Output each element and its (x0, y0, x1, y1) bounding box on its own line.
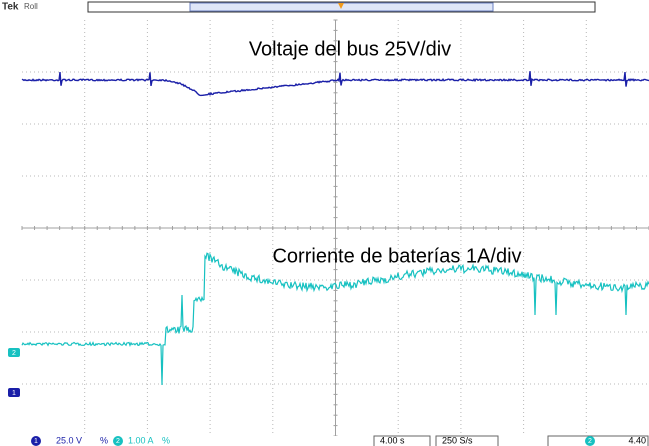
ch2-trace (21, 252, 649, 386)
timebase: 4.00 s (380, 435, 405, 445)
ch1-coupling: % (100, 435, 108, 445)
ch2-marker (8, 348, 20, 357)
trigger-source-badge (585, 436, 595, 446)
ch2-badge (113, 436, 123, 446)
trigger-box (547, 435, 649, 446)
ch1-trace (21, 71, 649, 97)
ch2-scale: 1.00 A (128, 435, 154, 445)
mode: Roll (24, 2, 38, 11)
ch2-coupling: % (162, 435, 170, 445)
trigger-marker (338, 3, 344, 9)
readout-bar (0, 436, 649, 446)
timebase-box (373, 435, 431, 446)
annotation: Corriente de baterías 1A/div (272, 245, 521, 267)
brand: Tek (2, 2, 19, 13)
ch1-badge (31, 436, 41, 446)
trigger-source-label: 2 (588, 438, 592, 445)
ch1-marker-label: 1 (12, 390, 16, 397)
sample-rate-box (435, 435, 499, 446)
graticule (21, 19, 649, 437)
ch1-scale: 25.0 V (56, 435, 82, 445)
sample-rate: 250 S/s (442, 435, 473, 445)
ch1-marker (8, 388, 20, 397)
ch2-badge-label: 2 (116, 438, 120, 445)
ch1-badge-label: 1 (34, 438, 38, 445)
ch2-marker-label: 2 (12, 350, 16, 357)
annotation: Voltaje del bus 25V/div (249, 38, 451, 60)
trigger-level: 4.40 (628, 435, 646, 445)
